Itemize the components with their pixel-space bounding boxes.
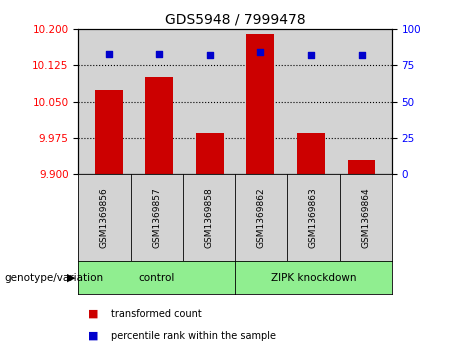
Text: genotype/variation: genotype/variation [5, 273, 104, 283]
Text: transformed count: transformed count [111, 309, 201, 319]
Text: percentile rank within the sample: percentile rank within the sample [111, 331, 276, 341]
Bar [95, 90, 123, 174]
Point [257, 49, 264, 55]
Text: ■: ■ [88, 309, 98, 319]
Point [206, 52, 213, 58]
Text: ZIPK knockdown: ZIPK knockdown [271, 273, 356, 283]
Bar [297, 133, 325, 174]
Text: ■: ■ [88, 331, 98, 341]
Bar [348, 160, 375, 174]
Point [155, 51, 163, 57]
Point [105, 51, 112, 57]
Point [307, 52, 315, 58]
Text: control: control [139, 273, 175, 283]
Text: GSM1369858: GSM1369858 [205, 187, 213, 248]
Text: GSM1369863: GSM1369863 [309, 187, 318, 248]
Text: GSM1369856: GSM1369856 [100, 187, 109, 248]
Text: GSM1369864: GSM1369864 [361, 187, 370, 248]
Text: GSM1369862: GSM1369862 [257, 187, 266, 248]
Bar [247, 34, 274, 174]
Text: GSM1369857: GSM1369857 [152, 187, 161, 248]
Bar [145, 77, 173, 174]
Title: GDS5948 / 7999478: GDS5948 / 7999478 [165, 12, 306, 26]
Bar [196, 133, 224, 174]
Text: ▶: ▶ [67, 273, 76, 283]
Point [358, 52, 365, 58]
